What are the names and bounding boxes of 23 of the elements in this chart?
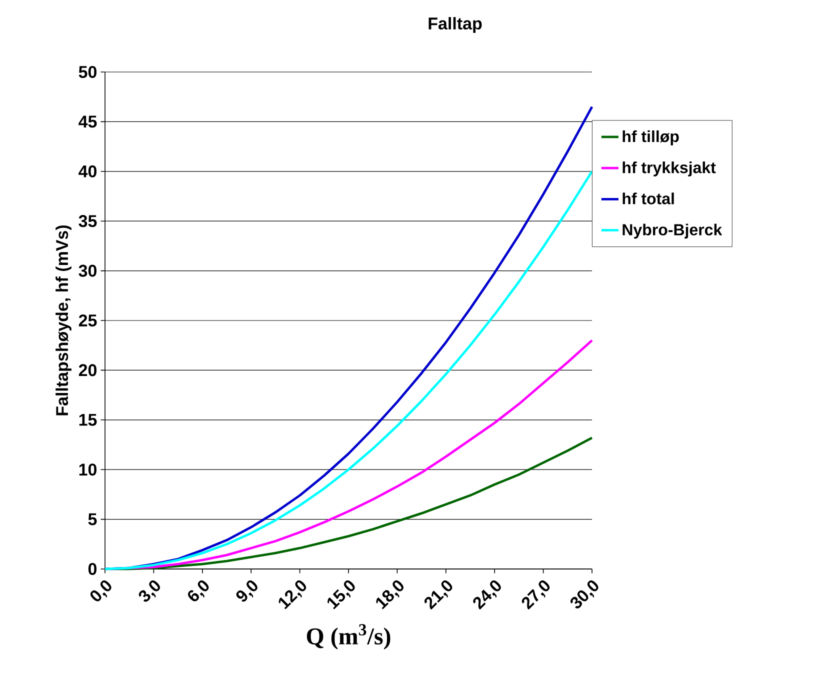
y-tick-label: 15 <box>79 414 97 426</box>
legend-label: Nybro-Bjerck <box>622 224 722 239</box>
y-tick-label: 10 <box>79 464 96 476</box>
y-tick-label: 45 <box>78 116 97 128</box>
y-tick-label: 50 <box>78 66 96 78</box>
y-tick-label: 20 <box>78 364 96 376</box>
x-tick-label: 3,0 <box>138 580 160 602</box>
x-tick-label: 6,0 <box>188 580 209 602</box>
x-tick-label: 0,0 <box>90 580 112 602</box>
y-tick-label: 30 <box>78 264 96 277</box>
legend-label: hf tilløp <box>622 130 679 146</box>
x-tick-label: 30,0 <box>570 580 598 608</box>
y-tick-label: 25 <box>78 314 97 327</box>
y-tick-label: 0 <box>88 562 96 576</box>
legend-label: hf trykksjakt <box>622 162 716 176</box>
legend-label: hf total <box>622 192 674 204</box>
x-axis-title: Q (m$^{3}$/s) <box>306 624 390 650</box>
x-tick-label: 9,0 <box>236 580 258 602</box>
y-tick-label: 35 <box>78 215 97 228</box>
y-tick-label: 5 <box>88 513 97 526</box>
y-axis-title: Falltapshøyde, hf (mVs) <box>56 225 72 416</box>
y-tick-label: 40 <box>78 165 96 178</box>
chart-title: Falltap <box>428 17 482 33</box>
